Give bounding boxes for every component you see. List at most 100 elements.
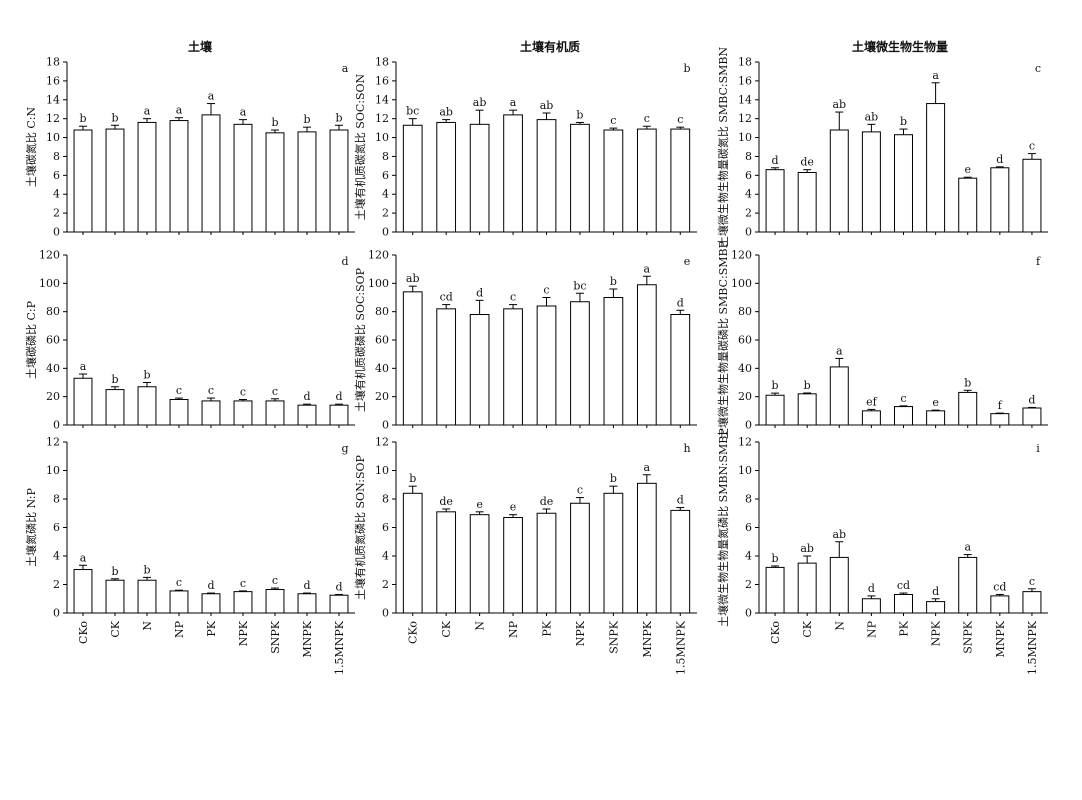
y-tick-label-i: 8 xyxy=(745,493,752,506)
bar-e xyxy=(670,314,691,426)
bar-a xyxy=(265,132,285,233)
y-tick-label-c: 14 xyxy=(738,93,752,106)
significance-letter-e: c xyxy=(510,291,516,304)
y-axis-label-a: 土壤碳氮比 C:N xyxy=(24,107,38,188)
significance-letter-f: f xyxy=(998,399,1003,412)
significance-letter-f: a xyxy=(836,344,843,357)
significance-letter-h: de xyxy=(540,495,554,508)
significance-letter-d: d xyxy=(335,390,342,403)
significance-letter-h: de xyxy=(439,495,453,508)
bar-h xyxy=(503,517,523,614)
y-tick-label-f: 60 xyxy=(738,334,752,347)
y-axis-label-g: 土壤氮磷比 N:P xyxy=(24,487,38,566)
significance-letter-i: b xyxy=(772,552,779,565)
bar-b xyxy=(570,123,590,233)
bar-a xyxy=(233,123,253,233)
y-tick-label-g: 0 xyxy=(53,607,60,620)
x-tick-label-i: MNPK xyxy=(994,620,1007,657)
significance-letter-e: b xyxy=(610,275,617,288)
significance-letter-d: d xyxy=(303,390,310,403)
bar-i xyxy=(797,562,817,614)
significance-letter-h: e xyxy=(510,501,517,514)
y-tick-label-b: 0 xyxy=(382,226,389,239)
bar-c xyxy=(797,172,817,233)
bar-d xyxy=(233,400,253,426)
significance-letter-d: c xyxy=(208,384,214,397)
y-tick-label-d: 100 xyxy=(39,277,60,290)
significance-letter-i: cd xyxy=(993,580,1006,593)
significance-letter-c: b xyxy=(900,115,907,128)
x-tick-label-h: 1.5MNPK xyxy=(674,620,687,675)
significance-letter-d: b xyxy=(111,373,118,386)
significance-letter-g: c xyxy=(272,574,278,587)
significance-letter-g: c xyxy=(240,577,246,590)
significance-letter-c: ab xyxy=(832,98,846,111)
y-tick-label-b: 6 xyxy=(382,169,389,182)
y-tick-label-d: 0 xyxy=(53,419,60,432)
y-tick-label-h: 10 xyxy=(375,464,389,477)
significance-letter-i: c xyxy=(1029,575,1035,588)
x-tick-label-h: SNPK xyxy=(607,620,620,654)
significance-letter-g: d xyxy=(207,579,214,592)
y-tick-label-b: 12 xyxy=(375,112,389,125)
significance-letter-f: b xyxy=(804,379,811,392)
y-tick-label-g: 10 xyxy=(46,464,60,477)
bar-h xyxy=(670,509,691,614)
x-tick-label-i: SNPK xyxy=(962,620,975,654)
bar-e xyxy=(603,297,624,426)
bar-c xyxy=(990,167,1010,233)
bar-c xyxy=(894,134,913,233)
bar-e xyxy=(570,301,590,426)
bar-a xyxy=(169,120,189,233)
y-axis-label-h: 土壤有机质氮磷比 SON:SOP xyxy=(353,454,367,600)
y-tick-label-b: 2 xyxy=(382,207,389,220)
y-tick-label-d: 80 xyxy=(46,305,60,318)
y-axis-label-c: 土壤微生物生物量碳氮比 SMBC:SMBN xyxy=(716,47,730,248)
x-tick-label-g: PK xyxy=(205,620,218,636)
y-tick-label-h: 2 xyxy=(382,578,389,591)
panel-letter-h: h xyxy=(683,442,690,455)
bar-i xyxy=(894,593,913,614)
bar-i xyxy=(861,598,881,614)
bar-f xyxy=(926,410,946,426)
bar-c xyxy=(829,129,849,233)
significance-letter-b: c xyxy=(644,112,650,125)
significance-letter-c: d xyxy=(996,153,1003,166)
bar-g xyxy=(137,579,157,614)
y-tick-label-a: 12 xyxy=(46,112,60,125)
y-tick-label-a: 8 xyxy=(53,150,60,163)
bar-d xyxy=(201,400,221,426)
x-tick-label-i: CK xyxy=(801,620,814,637)
y-tick-label-i: 10 xyxy=(738,464,752,477)
significance-letter-a: b xyxy=(271,116,278,129)
y-tick-label-a: 18 xyxy=(46,56,60,69)
y-tick-label-i: 12 xyxy=(738,436,752,449)
significance-letter-i: d xyxy=(868,582,875,595)
x-tick-label-g: SNPK xyxy=(269,620,282,654)
bar-d xyxy=(73,377,93,426)
y-tick-label-a: 16 xyxy=(46,74,60,87)
significance-letter-h: a xyxy=(644,461,651,474)
bar-e xyxy=(469,314,490,426)
significance-letter-b: b xyxy=(576,108,583,121)
y-tick-label-f: 40 xyxy=(738,362,752,375)
bar-h xyxy=(636,482,657,614)
significance-letter-b: ab xyxy=(439,106,453,119)
y-tick-label-a: 2 xyxy=(53,207,60,220)
y-tick-label-c: 16 xyxy=(738,74,752,87)
y-tick-label-e: 0 xyxy=(382,419,389,432)
bar-d xyxy=(329,404,349,426)
y-tick-label-b: 8 xyxy=(382,150,389,163)
bar-f xyxy=(829,366,849,426)
x-tick-label-h: NP xyxy=(507,620,520,638)
significance-letter-b: a xyxy=(510,96,517,109)
significance-letter-c: d xyxy=(772,154,779,167)
y-tick-label-h: 8 xyxy=(382,493,389,506)
bar-g xyxy=(233,591,253,614)
bar-g xyxy=(329,594,349,614)
significance-letter-e: bc xyxy=(573,279,586,292)
y-axis-label-i: 土壤微生物生物量氮磷比 SMBN:SMBP xyxy=(716,428,730,627)
bar-g xyxy=(201,593,221,614)
bar-h xyxy=(469,514,490,614)
